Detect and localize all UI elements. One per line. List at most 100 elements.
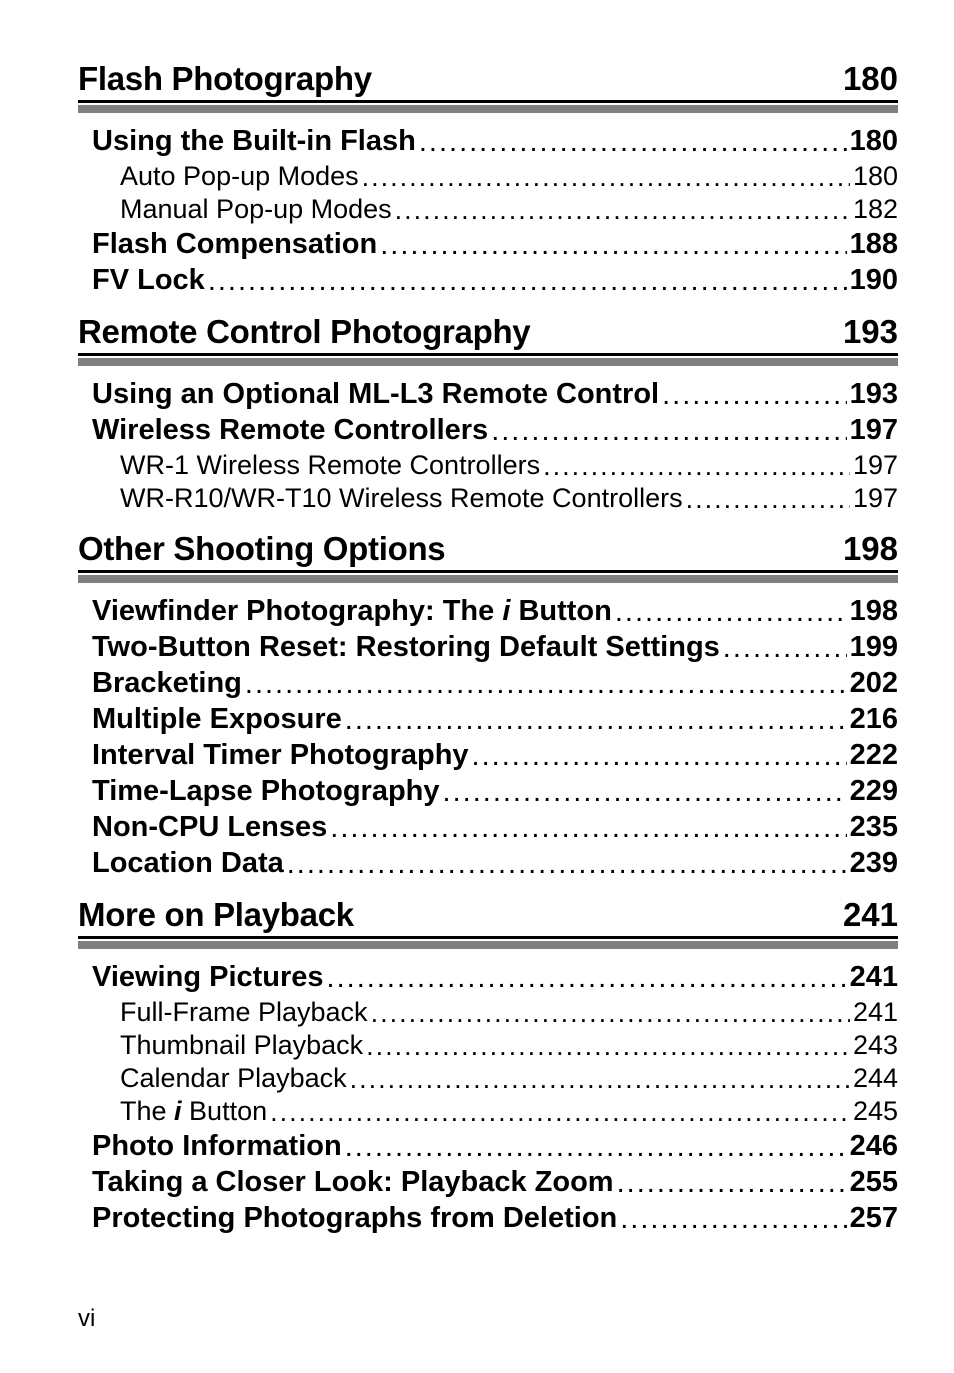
toc-entry: Viewfinder Photography: The i Button....… xyxy=(92,597,898,626)
toc-entry-page: 202 xyxy=(850,669,898,698)
toc-subentry: The i Button............................… xyxy=(120,1098,898,1125)
toc-entry-page: 180 xyxy=(853,163,898,190)
toc-subentry: Auto Pop-up Modes.......................… xyxy=(120,163,898,190)
toc-entry: Multiple Exposure.......................… xyxy=(92,705,898,734)
toc-leaders: ........................................… xyxy=(366,1033,850,1060)
toc-subentry: Manual Pop-up Modes.....................… xyxy=(120,196,898,223)
toc-entry-page: 188 xyxy=(850,230,898,259)
toc-entry: Two-Button Reset: Restoring Default Sett… xyxy=(92,633,898,662)
toc-entry-page: 222 xyxy=(850,741,898,770)
toc-leaders: ........................................… xyxy=(371,1000,850,1027)
toc-leaders: ........................................… xyxy=(350,1066,850,1093)
toc-entry-page: 229 xyxy=(850,777,898,806)
section-page: 198 xyxy=(843,530,898,568)
toc-subentry: Thumbnail Playback......................… xyxy=(120,1032,898,1059)
toc-entry: Taking a Closer Look: Playback Zoom.....… xyxy=(92,1168,898,1197)
toc-leaders: ........................................… xyxy=(443,778,847,807)
toc-leaders: ........................................… xyxy=(362,164,850,191)
toc-leaders: ........................................… xyxy=(419,128,847,157)
toc-entry-label: Taking a Closer Look: Playback Zoom xyxy=(92,1168,614,1197)
toc-leaders: ........................................… xyxy=(620,1205,846,1234)
page-root: Flash Photography180 Using the Built-in F… xyxy=(0,0,954,1373)
toc-entry-label: Non-CPU Lenses xyxy=(92,813,327,842)
toc-leaders: ........................................… xyxy=(617,1169,847,1198)
toc-entry: FV Lock.................................… xyxy=(92,266,898,295)
toc-entry-label: Calendar Playback xyxy=(120,1065,347,1092)
toc-subentry: Full-Frame Playback.....................… xyxy=(120,999,898,1026)
section-header: Flash Photography180 xyxy=(78,60,898,98)
toc-leaders: ........................................… xyxy=(395,197,850,224)
toc-leaders: ........................................… xyxy=(615,598,847,627)
toc-leaders: ........................................… xyxy=(245,670,847,699)
toc-subentry: Calendar Playback.......................… xyxy=(120,1065,898,1092)
toc-leaders: ........................................… xyxy=(287,850,847,879)
toc-entry-label: Full-Frame Playback xyxy=(120,999,368,1026)
section-title: More on Playback xyxy=(78,896,354,934)
toc-entry-page: 216 xyxy=(850,705,898,734)
toc-entry-label: FV Lock xyxy=(92,266,205,295)
toc-entry: Using the Built-in Flash................… xyxy=(92,127,898,156)
toc-entry-label: WR-R10/WR-T10 Wireless Remote Controller… xyxy=(120,485,683,512)
toc-leaders: ........................................… xyxy=(472,742,847,771)
toc-entry-label: Photo Information xyxy=(92,1132,342,1161)
toc-entry-label: Using the Built-in Flash xyxy=(92,127,416,156)
section-tint xyxy=(78,105,898,113)
toc-subentry: WR-1 Wireless Remote Controllers........… xyxy=(120,452,898,479)
toc-leaders: ........................................… xyxy=(330,814,846,843)
toc-leaders: ........................................… xyxy=(270,1099,850,1126)
toc-leaders: ........................................… xyxy=(723,634,847,663)
toc-entry-page: 190 xyxy=(850,266,898,295)
toc-entry: Using an Optional ML-L3 Remote Control..… xyxy=(92,380,898,409)
toc-entry: Interval Timer Photography..............… xyxy=(92,741,898,770)
toc-entry: Viewing Pictures........................… xyxy=(92,963,898,992)
section-tint xyxy=(78,358,898,366)
section-title: Remote Control Photography xyxy=(78,313,530,351)
section-page: 180 xyxy=(843,60,898,98)
toc-entry-page: 257 xyxy=(850,1204,898,1233)
toc-entry-label: The i Button xyxy=(120,1098,267,1125)
section-rule xyxy=(78,570,898,573)
toc-leaders: ........................................… xyxy=(208,267,847,296)
toc-entry-page: 182 xyxy=(853,196,898,223)
toc-entry-label: Manual Pop-up Modes xyxy=(120,196,392,223)
page-number-footer: vi xyxy=(78,1305,898,1333)
toc-entry-label: Using an Optional ML-L3 Remote Control xyxy=(92,380,659,409)
toc-entry-label: Bracketing xyxy=(92,669,242,698)
section-rule xyxy=(78,936,898,939)
toc-entry-label: Location Data xyxy=(92,849,284,878)
toc-entry-label: Viewfinder Photography: The i Button xyxy=(92,597,612,626)
section-page: 193 xyxy=(843,313,898,351)
toc-leaders: ........................................… xyxy=(345,706,847,735)
toc-entry: Flash Compensation......................… xyxy=(92,230,898,259)
toc-entry-page: 180 xyxy=(850,127,898,156)
toc-entry: Protecting Photographs from Deletion....… xyxy=(92,1204,898,1233)
toc-entry-page: 197 xyxy=(853,485,898,512)
toc-entry-label: Interval Timer Photography xyxy=(92,741,469,770)
toc-entry-page: 241 xyxy=(853,999,898,1026)
toc-subentry: WR-R10/WR-T10 Wireless Remote Controller… xyxy=(120,485,898,512)
section-tint xyxy=(78,941,898,949)
toc-entry-page: 246 xyxy=(850,1132,898,1161)
toc-entry: Location Data...........................… xyxy=(92,849,898,878)
toc-entry-page: 193 xyxy=(850,380,898,409)
toc-entry-page: 198 xyxy=(850,597,898,626)
toc-leaders: ........................................… xyxy=(686,486,850,513)
toc-entry-label: Time-Lapse Photography xyxy=(92,777,440,806)
toc-entry: Time-Lapse Photography..................… xyxy=(92,777,898,806)
toc-entry-label: Flash Compensation xyxy=(92,230,377,259)
toc-entry: Bracketing..............................… xyxy=(92,669,898,698)
toc-leaders: ........................................… xyxy=(327,964,847,993)
section-header: More on Playback 241 xyxy=(78,896,898,934)
toc-entry-label: Two-Button Reset: Restoring Default Sett… xyxy=(92,633,720,662)
toc-entry-page: 245 xyxy=(853,1098,898,1125)
toc-entry-label: Multiple Exposure xyxy=(92,705,342,734)
toc-entry-page: 199 xyxy=(850,633,898,662)
section-header: Other Shooting Options198 xyxy=(78,530,898,568)
toc-entry-label: Auto Pop-up Modes xyxy=(120,163,359,190)
toc-entry-page: 235 xyxy=(850,813,898,842)
toc-entry-page: 241 xyxy=(850,963,898,992)
section-rule xyxy=(78,353,898,356)
toc-container: Flash Photography180 Using the Built-in F… xyxy=(78,60,898,1233)
toc-leaders: ........................................… xyxy=(662,381,847,410)
section-page: 241 xyxy=(843,896,898,934)
